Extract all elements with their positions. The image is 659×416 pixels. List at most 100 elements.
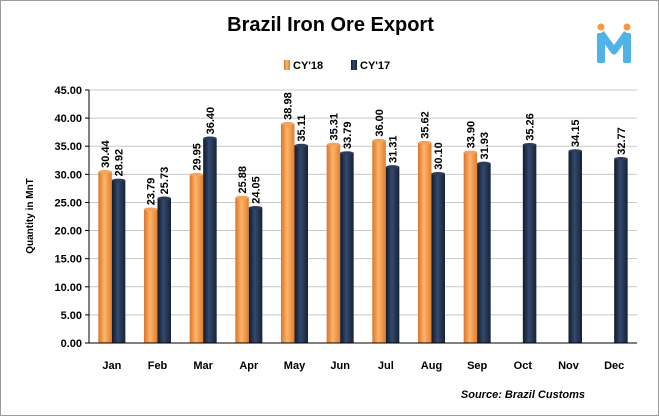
bar-cap (477, 161, 491, 166)
y-axis-title: Quantity in MnT (25, 178, 36, 254)
x-tick-label: Jul (378, 360, 394, 372)
y-tick-label: 10.00 (54, 282, 82, 294)
bar-cy17-aug (431, 173, 445, 343)
value-label: 30.10 (433, 142, 445, 170)
value-label: 25.88 (237, 166, 249, 194)
bar-cap (144, 207, 158, 212)
bar-cy17-may (294, 145, 308, 343)
bars (98, 122, 628, 343)
bar-cap (98, 170, 112, 174)
bar-cap (248, 205, 263, 210)
x-tick-label: Jun (330, 360, 350, 372)
bar-cy17-nov (568, 151, 582, 343)
legend-label-cy17: CY'17 (360, 60, 390, 72)
bar-cy18-may (281, 123, 295, 343)
bar-cy17-feb (157, 198, 171, 343)
bar-cy17-dec (614, 158, 628, 343)
bar-cy18-jan (98, 171, 112, 343)
bar-cy18-feb (144, 209, 158, 343)
bar-cap (372, 138, 386, 143)
bar-cap (385, 165, 400, 169)
value-label: 33.79 (342, 121, 354, 149)
y-tick-label: 5.00 (61, 310, 82, 322)
bar-cap (189, 172, 204, 177)
bar-cy17-jan (111, 180, 126, 343)
x-tick-label: Oct (514, 360, 533, 372)
x-tick-label: Dec (604, 360, 624, 372)
value-label: 31.93 (479, 132, 491, 160)
legend-swatch-cy18 (284, 60, 290, 70)
bar-cy18-sep (463, 152, 478, 343)
bar-cy17-mar (203, 138, 217, 343)
legend: CY'18 CY'17 (284, 60, 390, 72)
bar-cap (568, 149, 582, 153)
x-tick-label: Sep (467, 360, 487, 372)
value-label: 36.00 (374, 109, 386, 137)
value-label: 23.79 (146, 178, 158, 206)
y-tick-label: 40.00 (54, 113, 82, 125)
chart-title: Brazil Iron Ore Export (227, 14, 434, 36)
y-tick-label: 30.00 (54, 169, 82, 181)
value-label: 35.11 (296, 115, 308, 142)
bar-cap (157, 196, 171, 201)
y-tick-label: 20.00 (54, 226, 82, 238)
y-tick-label: 35.00 (54, 141, 82, 153)
bar-cap (281, 122, 295, 126)
bar-cap (235, 195, 249, 200)
bar-cap (431, 171, 445, 176)
gridlines (89, 89, 637, 316)
x-tick-label: Nov (558, 360, 580, 372)
value-label: 24.05 (251, 176, 263, 204)
value-label: 28.92 (114, 149, 126, 177)
source-note: Source: Brazil Customs (461, 389, 585, 401)
y-tick-label: 15.00 (54, 254, 82, 266)
x-axis-ticks: Jan Feb Mar Apr May Jun Jul Aug Sep Oct Nov Dec (102, 360, 624, 372)
x-tick-label: Jan (102, 360, 121, 372)
bar-cy18-jul (372, 140, 386, 343)
y-axis-ticks: 0.00 5.00 10.00 15.00 20.00 25.00 30.00 35.00 40… (54, 85, 89, 350)
bar-cap (340, 151, 354, 155)
x-tick-label: Feb (148, 360, 168, 372)
x-tick-label: Aug (421, 360, 442, 372)
bar-cap (326, 142, 341, 147)
bar-cy17-sep (477, 163, 491, 343)
value-label: 35.31 (328, 113, 340, 141)
value-label: 35.62 (420, 111, 432, 139)
value-label: 36.40 (205, 107, 217, 135)
value-label: 34.15 (570, 119, 582, 147)
x-tick-label: May (284, 360, 306, 372)
bar-cy18-mar (189, 174, 204, 343)
legend-swatch-cy17 (351, 60, 357, 70)
bar-cap (111, 178, 126, 183)
bar-cy18-aug (418, 142, 432, 343)
bar-cap (294, 143, 308, 148)
bar-cy18-jun (326, 144, 341, 343)
bar-cap (418, 140, 432, 145)
value-label: 35.26 (525, 113, 537, 141)
value-label: 33.90 (465, 121, 477, 149)
bar-cy17-apr (248, 207, 263, 343)
legend-label-cy18: CY'18 (293, 60, 323, 72)
x-tick-label: Apr (239, 360, 259, 372)
value-label: 32.77 (616, 127, 628, 155)
bar-cap (522, 142, 537, 147)
y-tick-label: 45.00 (54, 85, 82, 97)
y-tick-label: 0.00 (61, 338, 82, 350)
value-label: 30.44 (100, 139, 112, 167)
bar-cy17-oct (522, 144, 537, 343)
value-label: 29.95 (191, 143, 203, 171)
bar-cap (203, 136, 217, 141)
stylized-m-logo-icon (597, 23, 631, 63)
bar-cap (614, 156, 628, 161)
value-label: 25.73 (159, 167, 171, 195)
x-tick-label: Mar (193, 360, 213, 372)
value-label: 31.31 (388, 135, 400, 163)
bar-cy17-jun (340, 153, 354, 343)
value-label: 38.98 (283, 92, 295, 120)
bar-cy17-jul (385, 166, 400, 343)
y-tick-label: 25.00 (54, 197, 82, 209)
bar-cy18-apr (235, 197, 249, 343)
